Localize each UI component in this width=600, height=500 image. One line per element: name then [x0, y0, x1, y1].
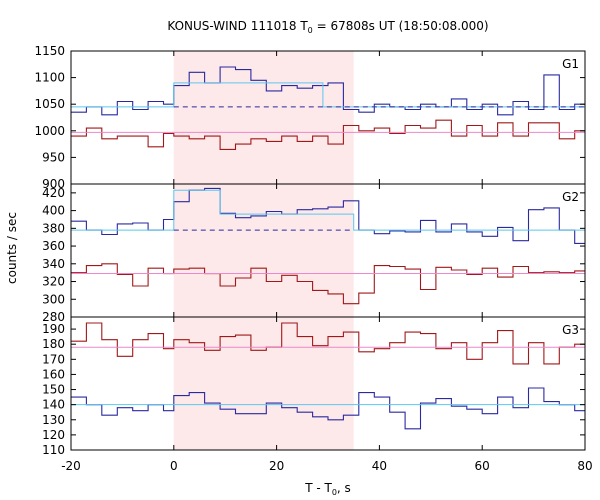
x-tick-label: -20: [61, 459, 81, 473]
y-tick-label: 1100: [34, 71, 65, 85]
chart-title-rest: = 67808s UT (18:50:08.000): [313, 19, 489, 33]
series-red-1: [71, 263, 585, 305]
y-tick-label: 120: [42, 428, 65, 442]
y-tick-label: 180: [42, 337, 65, 351]
burst-interval-band: [173, 51, 354, 184]
series-red-1: [71, 119, 585, 150]
y-tick-label: 340: [42, 257, 65, 271]
y-tick-label: 420: [42, 186, 65, 200]
y-tick-label: 1150: [34, 44, 65, 58]
panel-g1: 900 950 1000 1050 1100 1150 G1: [34, 44, 586, 191]
series-cyan-2: [71, 189, 585, 231]
series-blue-0: [71, 187, 585, 244]
panel-label: G1: [562, 57, 579, 71]
x-tick-label: 80: [577, 459, 592, 473]
y-tick-label: 1050: [34, 97, 65, 111]
y-tick-label: 400: [42, 204, 65, 218]
x-axis-label-main: T - T: [304, 481, 332, 495]
panel-label: G3: [562, 323, 579, 337]
panel-frame: [70, 316, 586, 451]
x-axis-label-rest: , s: [337, 481, 351, 495]
y-tick-label: 130: [42, 413, 65, 427]
y-tick-label: 300: [42, 292, 65, 306]
y-tick-label: 190: [42, 322, 65, 336]
series-red-0: [71, 322, 585, 365]
panel-g2: 280 300 320 340 360 380 400 420 G2: [42, 183, 586, 324]
x-tick-label: 60: [475, 459, 490, 473]
burst-interval-band: [173, 184, 354, 317]
x-axis-label: T - T0, s: [304, 481, 351, 497]
chart-title: KONUS-WIND 111018 T0 = 67808s UT (18:50:…: [167, 19, 488, 35]
chart-title-main: KONUS-WIND 111018 T: [167, 19, 308, 33]
y-tick-label: 160: [42, 367, 65, 381]
y-tick-label: 360: [42, 239, 65, 253]
x-tick-label: 20: [269, 459, 284, 473]
x-axis-label-subscript: 0: [332, 488, 337, 497]
panel-label: G2: [562, 190, 579, 204]
y-tick-label: 170: [42, 352, 65, 366]
burst-interval-band: [173, 317, 354, 450]
chart-title-subscript: 0: [308, 26, 313, 35]
y-tick-label: 380: [42, 221, 65, 235]
y-axis-label: counts / sec: [5, 212, 19, 284]
y-tick-label: 950: [42, 150, 65, 164]
y-tick-label: 140: [42, 398, 65, 412]
y-tick-label: 1000: [34, 124, 65, 138]
plot-area: 9009501000105011001150G12803003203403603…: [34, 44, 592, 473]
x-tick-label: 40: [372, 459, 387, 473]
y-tick-label: 110: [42, 443, 65, 457]
x-tick-label: 0: [170, 459, 178, 473]
y-tick-label: 280: [42, 310, 65, 324]
y-tick-label: 320: [42, 275, 65, 289]
series-blue-0: [71, 66, 585, 116]
y-tick-label: 150: [42, 383, 65, 397]
y-tick-label: 900: [42, 177, 65, 191]
